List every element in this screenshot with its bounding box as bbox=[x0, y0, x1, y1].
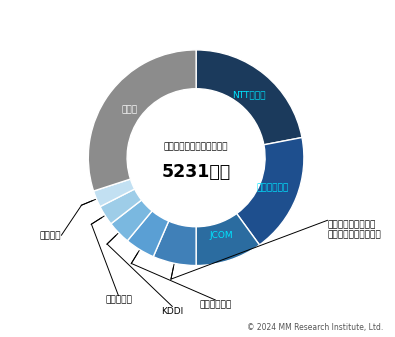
Text: NTTドコモ: NTTドコモ bbox=[232, 90, 265, 99]
Text: KDDI: KDDI bbox=[161, 306, 184, 315]
Wedge shape bbox=[196, 214, 260, 266]
Text: 固定ブロードバンド契約数: 固定ブロードバンド契約数 bbox=[164, 143, 228, 151]
Text: ニフティ: ニフティ bbox=[40, 231, 61, 240]
Wedge shape bbox=[111, 200, 152, 241]
Text: ソニーネットワーク
コミュニケーションズ: ソニーネットワーク コミュニケーションズ bbox=[327, 220, 382, 240]
Text: ビッグローブ: ビッグローブ bbox=[199, 300, 231, 309]
Text: ソフトバンク: ソフトバンク bbox=[256, 183, 289, 192]
Wedge shape bbox=[153, 221, 196, 266]
Wedge shape bbox=[127, 211, 169, 257]
Text: © 2024 MM Research Institute, Ltd.: © 2024 MM Research Institute, Ltd. bbox=[247, 323, 383, 332]
Text: 5231万件: 5231万件 bbox=[162, 163, 231, 181]
Text: オプテージ: オプテージ bbox=[105, 296, 132, 305]
Wedge shape bbox=[237, 137, 304, 245]
Wedge shape bbox=[94, 179, 135, 207]
Wedge shape bbox=[100, 189, 141, 224]
Text: JCOM: JCOM bbox=[210, 232, 233, 240]
Wedge shape bbox=[196, 50, 302, 145]
Wedge shape bbox=[88, 50, 196, 191]
Text: その他: その他 bbox=[122, 105, 137, 114]
